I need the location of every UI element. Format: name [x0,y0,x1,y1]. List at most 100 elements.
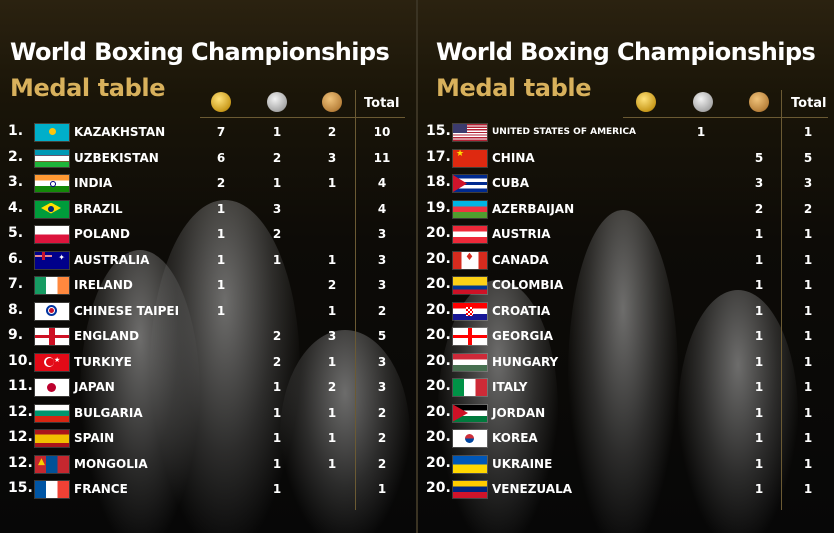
table-row: 20. HUNGARY 1 1 [418,350,834,374]
rank-label: 11. [8,378,33,394]
table-row: 20. CROATIA 1 1 [418,299,834,323]
total-count: 3 [377,252,387,267]
rank-label: 20. [426,301,451,318]
silver-count: 1 [696,125,706,139]
table-row: 20. ITALY 1 1 [418,375,834,399]
rank-label: 5. [8,225,24,241]
flag-icon [34,225,70,244]
bronze-count: 1 [754,278,764,292]
header-divider [623,117,828,118]
total-count: 3 [377,278,387,292]
table-row: 6. ✦ AUSTRALIA 1 1 1 3 [0,248,416,272]
rank-label: 19. [426,199,451,216]
rank-label: 20. [426,276,451,292]
gold-medal-icon [636,92,656,112]
total-count: 5 [377,329,387,343]
flag-icon [34,301,70,321]
flag-icon [34,378,70,397]
total-count: 5 [803,150,813,165]
page-title: World Boxing Championships [436,38,816,66]
bronze-count: 1 [754,354,764,369]
flag-icon [452,276,488,295]
flag-icon: ★ [34,352,70,372]
table-row: 12. ▲ MONGOLIA 1 1 2 [0,452,416,476]
silver-count: 1 [272,380,282,394]
table-row: 5. POLAND 1 2 3 [0,222,416,246]
flag-icon [452,123,488,142]
table-row: 12. SPAIN 1 1 2 [0,426,416,450]
boxer-photo-left-3 [280,330,410,533]
left-panel: World Boxing Championships Medal table T… [0,0,416,533]
country-name: IRELAND [74,278,133,292]
silver-medal-icon [267,92,287,112]
gold-medal-icon [211,92,231,112]
rank-label: 9. [8,327,24,343]
rank-label: 20. [426,454,451,471]
table-row: 10. ★ TURKIYE 2 1 3 [0,350,416,374]
flag-icon [34,429,70,448]
country-name: JORDAN [492,405,546,420]
rank-label: 1. [8,123,24,139]
silver-count: 1 [272,482,282,496]
total-count: 2 [377,431,387,445]
country-name: CHINA [492,150,535,165]
gold-count: 6 [216,150,226,165]
bronze-medal-icon [322,92,342,112]
flag-icon [452,403,488,423]
bronze-count: 1 [327,176,337,190]
table-row: 20. JORDAN 1 1 [418,401,834,425]
rank-label: 12. [8,403,33,420]
total-count: 1 [803,227,813,241]
bronze-count: 1 [754,482,764,496]
country-name: ENGLAND [74,329,140,343]
flag-icon [34,480,70,499]
rank-label: 20. [426,250,451,267]
silver-count: 2 [272,227,282,241]
flag-icon [452,454,488,474]
country-name: AUSTRIA [492,227,551,241]
total-count: 2 [803,201,813,216]
country-name: CANADA [492,252,549,267]
flag-icon [34,148,70,168]
boxer-photo-right-1 [568,210,678,533]
table-row: 3. INDIA 2 1 1 4 [0,171,416,195]
total-count: 1 [803,303,813,318]
rank-label: 17. [426,148,451,165]
table-row: 7. IRELAND 1 2 3 [0,273,416,297]
country-name: UKRAINE [492,456,553,471]
country-name: JAPAN [74,380,115,394]
rank-label: 20. [426,352,451,369]
gold-count: 7 [216,125,226,139]
silver-count: 1 [272,405,282,420]
rank-label: 20. [426,378,451,394]
flag-icon [34,403,70,423]
country-name: TURKIYE [74,354,132,369]
country-name: KOREA [492,431,538,445]
bronze-count: 1 [754,227,764,241]
gold-count: 1 [216,278,226,292]
bronze-count: 1 [754,303,764,318]
country-name: KAZAKHSTAN [74,125,166,139]
country-name: BRAZIL [74,201,123,216]
total-count: 2 [377,303,387,318]
right-panel: World Boxing Championships Medal table T… [418,0,834,533]
flag-icon [452,429,488,448]
silver-count: 1 [272,125,282,139]
bronze-count: 1 [327,354,337,369]
flag-icon: ✦ [34,250,70,270]
country-name: UNITED STATES OF AMERICA [492,127,637,137]
table-row: 18. CUBA 3 3 [418,171,834,195]
flag-icon [452,327,488,346]
country-name: CROATIA [492,303,551,318]
table-row: 1. KAZAKHSTAN 7 1 2 10 [0,120,416,144]
country-name: INDIA [74,176,113,190]
bronze-count: 1 [754,456,764,471]
rank-label: 20. [426,480,451,496]
total-count: 1 [803,252,813,267]
rank-label: 4. [8,199,24,216]
country-name: VENEZUALA [492,482,573,496]
bronze-count: 1 [754,380,764,394]
bronze-count: 1 [754,431,764,445]
country-name: UZBEKISTAN [74,150,159,165]
